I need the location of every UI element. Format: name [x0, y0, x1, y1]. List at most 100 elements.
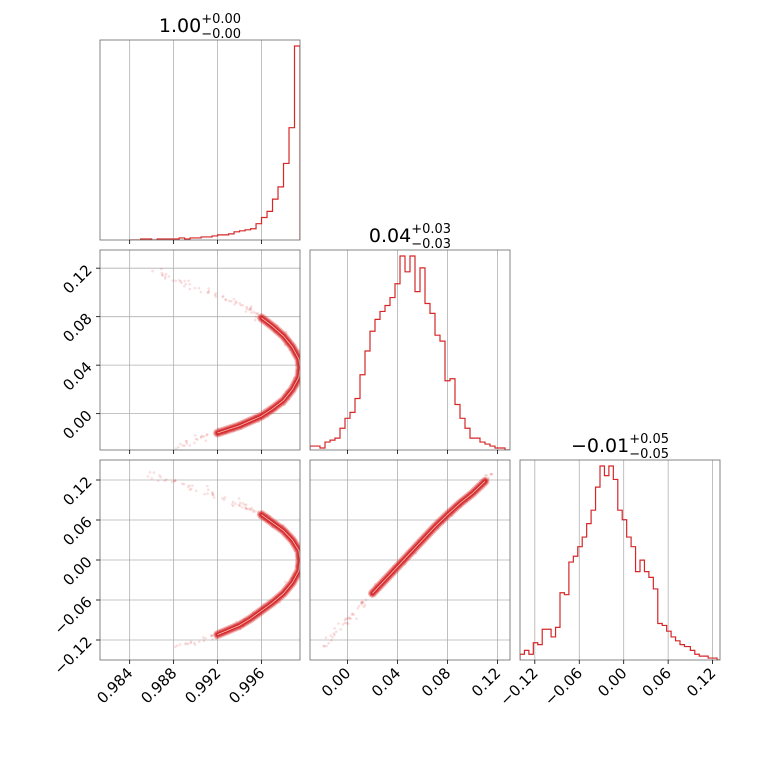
x-tick-label: 0.00 — [318, 664, 354, 700]
scatter-group — [322, 472, 494, 648]
sample-point — [364, 598, 368, 602]
sample-point — [183, 284, 186, 288]
sample-point — [175, 644, 179, 647]
sample-point — [173, 479, 177, 483]
sample-point — [197, 286, 201, 290]
sample-point — [330, 639, 333, 642]
sample-point — [355, 617, 358, 620]
sample-point — [362, 605, 366, 609]
sample-point — [177, 445, 180, 449]
sample-point — [164, 272, 168, 276]
sample-point — [240, 506, 244, 509]
grid-horizontal — [100, 479, 300, 641]
sample-point — [160, 271, 164, 275]
sample-point — [189, 641, 193, 645]
grid-horizontal — [310, 479, 510, 641]
sample-point — [254, 510, 257, 513]
sample-point — [489, 473, 492, 476]
sample-point — [301, 358, 304, 361]
title-minus: −0.05 — [629, 447, 669, 462]
scatter-group — [151, 267, 305, 450]
sample-point — [348, 616, 351, 620]
sample-point — [202, 435, 206, 438]
sample-point — [244, 506, 247, 510]
grid-vertical — [534, 460, 713, 660]
histogram-group — [129, 45, 300, 240]
x-tick-label: −0.06 — [541, 664, 586, 709]
sample-point — [256, 312, 259, 316]
sample-point — [237, 503, 241, 507]
sample-point — [244, 503, 248, 506]
sample-point — [174, 447, 178, 450]
panel-title: 1.00+0.00 −0.00 — [159, 12, 241, 42]
sample-point — [221, 294, 225, 298]
sample-point — [256, 312, 259, 315]
panel-frame — [519, 459, 721, 661]
sample-point — [301, 563, 304, 566]
sample-point — [487, 476, 491, 480]
scatter-group — [146, 471, 304, 649]
sample-point — [349, 617, 352, 621]
sample-point — [156, 479, 160, 483]
sample-point — [189, 487, 193, 491]
sample-point — [207, 287, 210, 290]
sample-point — [331, 636, 334, 639]
sample-point — [196, 438, 199, 441]
sample-point — [360, 601, 364, 604]
sample-point — [373, 582, 377, 586]
sample-point — [211, 490, 214, 494]
sample-point — [210, 634, 213, 638]
sample-point — [207, 289, 211, 293]
sample-point — [186, 642, 190, 646]
sample-point — [206, 488, 210, 491]
sample-point — [301, 546, 304, 549]
histogram-group — [520, 465, 720, 660]
sample-point — [174, 279, 178, 283]
sample-point — [210, 492, 214, 495]
density-contour-inner — [217, 514, 300, 636]
sample-point — [363, 603, 367, 607]
sample-point — [249, 306, 252, 310]
sample-point — [332, 632, 336, 635]
sample-point — [184, 642, 187, 646]
y-tick-label: −0.12 — [50, 633, 95, 678]
sample-point — [238, 501, 242, 505]
sample-point — [171, 279, 175, 282]
sample-point — [188, 287, 192, 291]
sample-point — [245, 305, 248, 309]
x-tick-label: 0.06 — [639, 664, 675, 700]
sample-point — [414, 552, 418, 555]
sample-point — [224, 298, 228, 302]
sample-point — [158, 474, 161, 477]
sample-point — [188, 488, 192, 491]
grid-vertical — [347, 250, 498, 450]
sample-point — [146, 475, 150, 478]
x-tick-label: 0.04 — [368, 664, 404, 700]
sample-point — [160, 274, 164, 277]
title-plus: +0.05 — [629, 432, 669, 447]
sample-point — [250, 506, 253, 510]
sample-point — [186, 485, 190, 489]
sample-point — [247, 308, 251, 312]
sample-point — [198, 640, 201, 643]
sample-point — [148, 471, 152, 474]
sample-point — [234, 300, 238, 303]
sample-point — [284, 580, 287, 584]
sample-point — [301, 365, 304, 368]
y-tick-label: 0.00 — [59, 407, 95, 443]
y-tick-label: 0.06 — [59, 513, 95, 549]
x-tick-label: −0.12 — [496, 664, 541, 709]
sample-point — [235, 620, 238, 624]
sample-point — [359, 601, 363, 605]
sample-point — [173, 479, 176, 483]
sample-point — [182, 482, 186, 486]
sample-point — [302, 358, 305, 361]
x-tick-label: 0.08 — [418, 664, 454, 700]
sample-point — [254, 315, 258, 319]
sample-point — [249, 308, 253, 311]
sample-point — [191, 484, 194, 487]
histogram-group — [310, 255, 510, 450]
sample-point — [223, 496, 227, 499]
sample-point — [322, 644, 325, 648]
sample-point — [238, 504, 242, 507]
